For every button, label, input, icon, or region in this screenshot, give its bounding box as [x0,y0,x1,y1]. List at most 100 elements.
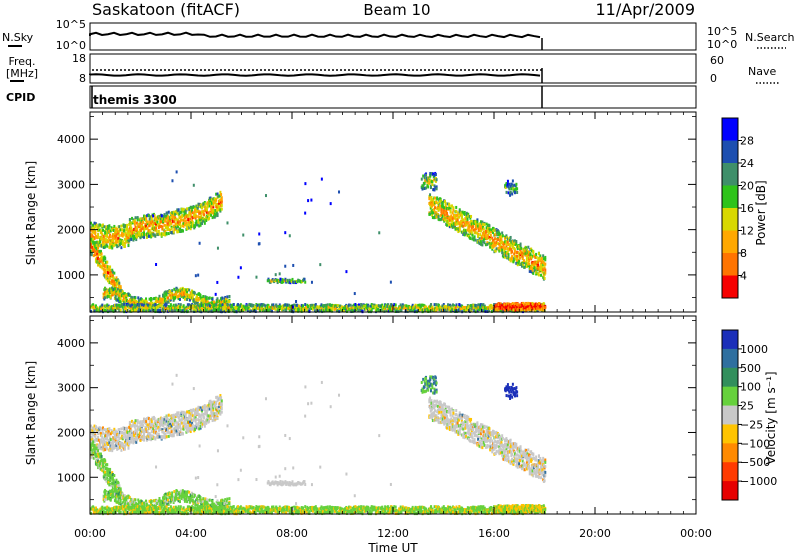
power-cell [421,187,424,191]
power-cell [210,200,213,204]
velocity-cell [122,426,125,430]
power-cell [91,246,94,250]
power-cell [185,307,188,311]
power-cell [169,231,172,235]
power-cell [217,309,220,313]
velocity-cell [126,426,129,430]
power-cell [203,202,206,206]
power-cell [439,197,442,201]
power-cell [144,307,147,311]
power-cell [174,216,177,220]
power-cell [148,217,151,221]
power-cell [128,218,131,222]
power-cell [318,305,321,309]
power-cell [200,206,203,210]
power-cell [479,221,482,225]
power-cell [157,217,160,221]
power-cell [142,220,145,224]
power-cell [310,280,313,284]
power-cell [448,308,451,312]
power-cell [111,286,114,290]
power-cell [415,305,418,309]
power-cell [166,228,169,232]
power-cell [455,222,458,226]
power-cell [177,303,180,307]
power-cell [472,238,475,242]
power-cell [117,231,120,235]
power-cell [208,198,211,202]
power-cell [492,306,495,310]
power-cell [479,229,482,233]
velocity-cell [132,422,135,426]
power-cell [159,216,162,220]
power-cell [544,305,547,309]
power-cell [386,303,389,307]
power-cell [451,219,454,223]
power-cell [501,242,504,246]
power-cell [431,204,434,208]
power-cell [118,283,121,287]
velocity-cell [148,427,151,431]
power-cell [167,223,170,227]
power-colorbar-tick-label: 16 [740,202,754,215]
velocity-cell [176,427,179,431]
freq-left-tick-bottom: 8 [79,72,86,85]
power-cell [152,306,155,310]
power-cell [127,299,130,303]
power-cell [179,287,182,291]
power-cell [386,304,389,308]
power-cell [215,298,218,302]
power-cell [494,243,497,247]
velocity-cell [145,417,148,421]
power-cell [518,259,521,263]
power-cell [440,207,443,211]
power-cell [246,304,249,308]
power-cell [161,227,164,231]
power-cell [175,217,178,221]
power-cell [196,206,199,210]
power-cell [284,303,287,307]
power-cell [123,292,126,296]
velocity-cell [167,430,170,434]
power-cell [92,254,95,258]
power-cell [442,205,445,209]
power-cell [99,309,102,313]
power-cell [503,236,506,240]
power-cell [187,306,190,310]
power-cell [514,308,517,312]
velocity-cell [134,419,137,423]
power-cell [182,224,185,228]
power-cell [193,212,196,216]
velocity-cell [156,421,159,425]
power-cell [210,305,213,309]
power-cell [174,296,177,300]
power-cell [205,210,208,214]
power-cell [446,305,449,309]
power-cell [229,303,232,307]
power-cell [207,213,210,217]
power-cell [157,223,160,227]
frequency-panel: Freq. [MHz] 18 8 60 0 Nave [6,52,780,85]
power-cell [225,309,228,313]
power-cell [398,306,401,310]
power-cell [438,204,441,208]
velocity-cell [113,427,116,431]
power-cell [157,304,160,308]
power-cell [194,213,197,217]
power-cell [145,309,148,313]
power-cell [263,303,266,307]
power-cell [167,215,170,219]
power-cell [98,309,101,313]
power-cell [433,173,436,177]
power-cell [324,308,327,312]
power-cell [190,294,193,298]
power-cell [295,306,298,310]
power-cell [144,215,147,219]
velocity-cell [157,432,160,436]
velocity-cell [176,414,179,418]
power-cell [271,278,274,282]
power-cell [520,246,523,250]
power-cell [501,231,504,235]
power-cell [197,273,200,277]
power-cell [509,308,512,312]
